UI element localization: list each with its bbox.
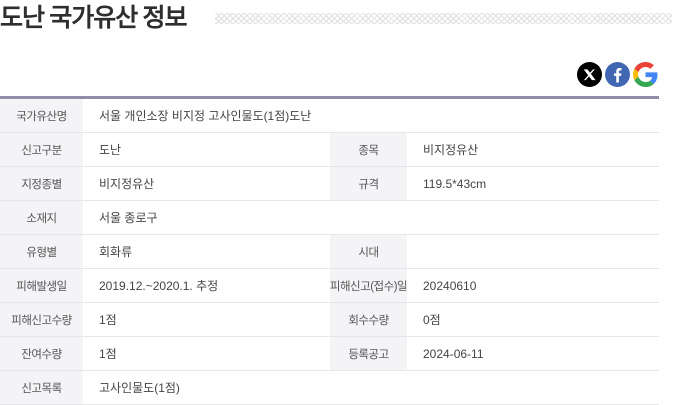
field-label: 피해신고(접수)일: [330, 269, 410, 302]
table-row: 국가유산명 서울 개인소장 비지정 고사인물도(1점)도난: [0, 99, 659, 133]
field-label: 소재지: [0, 201, 86, 234]
field-label: 국가유산명: [0, 99, 86, 132]
field-value: 2019.12.~2020.1. 추정: [99, 279, 219, 293]
field-value: 서울 종로구: [99, 211, 158, 225]
field-value: 고사인물도(1점): [99, 381, 180, 395]
field-label: 피해신고수량: [0, 303, 86, 336]
field-label: 지정종별: [0, 167, 86, 200]
heritage-info-table: 국가유산명 서울 개인소장 비지정 고사인물도(1점)도난 신고구분 도난 종목 비지정유…: [0, 96, 659, 405]
table-row: 소재지 서울 종로구: [0, 201, 659, 235]
field-label: 종목: [330, 133, 410, 166]
field-label: 유형별: [0, 235, 86, 268]
field-label: 회수수량: [330, 303, 410, 336]
field-value: 1점: [99, 347, 117, 361]
field-label: 규격: [330, 167, 410, 200]
field-value: 회화류: [99, 245, 133, 259]
field-value: 119.5*43cm: [423, 176, 487, 191]
x-icon: [577, 62, 602, 87]
table-row: 피해신고수량 1점 회수수량 0점: [0, 303, 659, 337]
page-title: 도난 국가유산 정보: [0, 5, 188, 32]
google-icon: [633, 62, 658, 87]
table-row: 신고구분 도난 종목 비지정유산: [0, 133, 659, 167]
field-value: 비지정유산: [99, 177, 155, 191]
field-value: 서울 개인소장 비지정 고사인물도(1점)도난: [99, 109, 312, 123]
field-value: 20240610: [423, 278, 477, 293]
field-value: 비지정유산: [423, 143, 479, 157]
table-row: 신고목록 고사인물도(1점): [0, 371, 659, 405]
table-row: 지정종별 비지정유산 규격 119.5*43cm: [0, 167, 659, 201]
field-label: 시대: [330, 235, 410, 268]
share-x-button[interactable]: [577, 62, 602, 87]
table-row: 유형별 회화류 시대: [0, 235, 659, 269]
field-value: 도난: [99, 143, 122, 157]
share-google-button[interactable]: [633, 62, 658, 87]
facebook-icon: [605, 62, 630, 87]
field-value: 1점: [99, 313, 117, 327]
title-pattern-decoration: [215, 13, 672, 24]
field-label: 피해발생일: [0, 269, 86, 302]
field-label: 신고구분: [0, 133, 86, 166]
table-row: 잔여수량 1점 등록공고 2024-06-11: [0, 337, 659, 371]
share-facebook-button[interactable]: [605, 62, 630, 87]
field-value: 0점: [423, 313, 441, 327]
share-bar: [577, 62, 658, 87]
table-row: 피해발생일 2019.12.~2020.1. 추정 피해신고(접수)일 2024061…: [0, 269, 659, 303]
field-value: 2024-06-11: [423, 346, 484, 361]
field-label: 잔여수량: [0, 337, 86, 370]
field-label: 신고목록: [0, 371, 86, 404]
field-value: [410, 235, 659, 268]
field-label: 등록공고: [330, 337, 410, 370]
